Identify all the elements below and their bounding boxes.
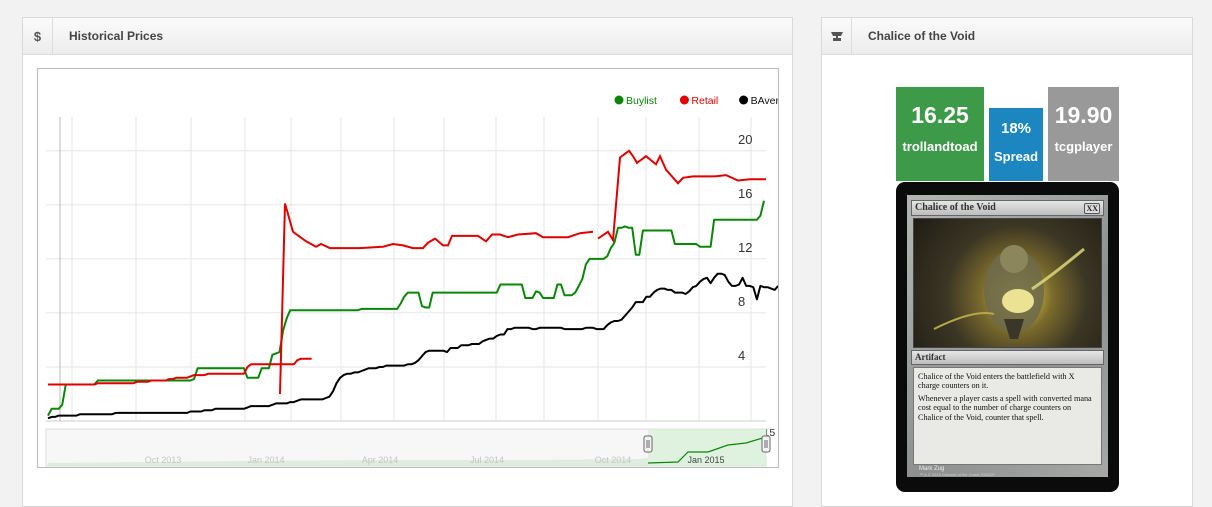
legend-label: Retail — [691, 95, 718, 107]
card-artist: Mark Zug — [919, 466, 945, 472]
card-art — [913, 218, 1102, 348]
tile-value: 19.90 — [1054, 102, 1113, 128]
card-frame: Chalice of the Void XX Artifact Chalice … — [907, 195, 1108, 477]
navigator-handle[interactable] — [643, 435, 653, 453]
historical-prices-panel: $ Historical Prices 48121620Nov 20141017… — [22, 17, 797, 507]
navigator-label: Oct 2013 — [145, 455, 182, 465]
spread-tile: 18% Spread — [989, 108, 1043, 181]
legend-label: BAverage — [751, 95, 778, 107]
rules-paragraph: Whenever a player casts a spell with con… — [918, 393, 1092, 422]
navigator-label: Jan 2014 — [247, 455, 284, 465]
y-tick-label: 4 — [738, 348, 745, 363]
anvil-icon — [822, 18, 852, 54]
y-tick-label: 12 — [738, 240, 752, 255]
series-line-baverage — [47, 272, 779, 420]
panel-header: $ Historical Prices — [23, 18, 792, 55]
legend-marker — [739, 95, 749, 105]
price-tiles: 16.25 trollandtoad 18% Spread 19.90 tcgp… — [896, 87, 1119, 181]
card-image: Chalice of the Void XX Artifact Chalice … — [896, 182, 1119, 492]
trollandtoad-price-tile[interactable]: 16.25 trollandtoad — [896, 87, 984, 181]
navigator-handle[interactable] — [761, 435, 771, 453]
legend-marker — [679, 95, 689, 105]
tile-value: 16.25 — [911, 102, 969, 128]
price-chart-svg[interactable]: 48121620Nov 2014101724Dec 20148152229Jan… — [38, 69, 797, 467]
navigator-area — [48, 458, 648, 466]
y-tick-label: 8 — [738, 294, 745, 309]
card-info-panel: Chalice of the Void 16.25 trollandtoad 1… — [821, 17, 1193, 507]
tile-value: 18% — [1000, 120, 1032, 137]
tile-label: trollandtoad — [902, 139, 978, 154]
mana-cost: XX — [1084, 203, 1100, 214]
y-tick-label: 16 — [738, 186, 752, 201]
tile-label: tcgplayer — [1054, 139, 1113, 154]
legend-marker — [614, 95, 624, 105]
tile-label: Spread — [993, 149, 1039, 164]
tcgplayer-price-tile[interactable]: 19.90 tcgplayer — [1048, 87, 1119, 181]
navigator-label: Oct 2014 — [595, 455, 632, 465]
card-name-text: Chalice of the Void — [915, 202, 996, 213]
y-tick-label: 20 — [738, 132, 752, 147]
dollar-icon: $ — [23, 18, 53, 54]
series-line-retail-mid — [279, 203, 594, 395]
series-line-buylist — [47, 200, 765, 417]
navigator-line — [647, 436, 767, 464]
panel-title: Historical Prices — [69, 29, 164, 43]
navigator-selected-range — [648, 429, 766, 466]
series-line-retail-late — [597, 149, 766, 244]
card-copyright: ™ & © 2013 Wizards of the Coast 205/229 — [919, 472, 995, 477]
navigator-label: Jan 2015 — [687, 455, 724, 465]
price-chart[interactable]: 48121620Nov 2014101724Dec 20148152229Jan… — [37, 68, 797, 468]
navigator-label: Apr 2014 — [362, 455, 399, 465]
series-line-retail — [48, 357, 312, 386]
card-type-line: Artifact — [911, 350, 1104, 365]
card-name: Chalice of the Void XX — [911, 200, 1104, 216]
legend-label: Buylist — [626, 95, 657, 107]
panel-title: Chalice of the Void — [868, 29, 976, 43]
navigator-label: Jul 2014 — [470, 455, 504, 465]
panel-header: Chalice of the Void — [822, 18, 1192, 55]
rules-paragraph: Chalice of the Void enters the battlefie… — [918, 372, 1075, 391]
card-rules-text: Chalice of the Void enters the battlefie… — [913, 367, 1102, 465]
